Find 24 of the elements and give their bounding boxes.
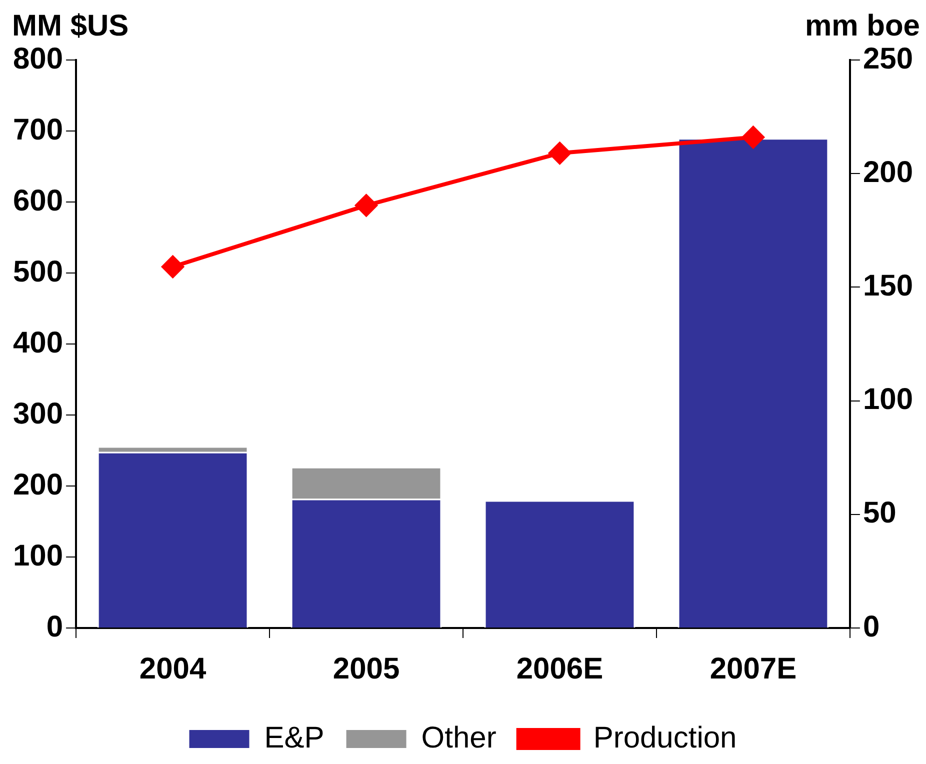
y-tick-label: 100 xyxy=(12,539,64,572)
x-tick-label: 2007E xyxy=(710,652,797,686)
y2-tick-label: 250 xyxy=(862,42,914,76)
y2-tick-label: 50 xyxy=(862,496,896,530)
y2-axis-title: mm boe xyxy=(804,9,920,42)
y-tick-label: 300 xyxy=(12,397,64,430)
y-tick-label: 600 xyxy=(12,184,64,218)
x-tick-label: 2004 xyxy=(139,652,206,686)
y-tick-label: 200 xyxy=(12,468,64,502)
legend-label: E&P xyxy=(264,721,324,754)
y2-tick-label: 150 xyxy=(862,269,914,302)
y-tick-label: 700 xyxy=(12,113,64,146)
x-tick-label: 2005 xyxy=(332,652,400,686)
y-axis-title: MM $US xyxy=(12,9,129,42)
y2-tick-label: 100 xyxy=(862,383,914,416)
y-tick-label: 0 xyxy=(46,610,64,644)
y-tick-label: 800 xyxy=(12,42,64,76)
y-tick-label: 400 xyxy=(12,326,64,360)
legend-label: Other xyxy=(421,721,496,754)
y-tick-label: 500 xyxy=(12,255,64,288)
legend-label: Production xyxy=(593,721,737,754)
y2-tick-label: 0 xyxy=(862,610,880,644)
y2-tick-label: 200 xyxy=(862,156,914,189)
x-tick-label: 2006E xyxy=(516,652,604,686)
